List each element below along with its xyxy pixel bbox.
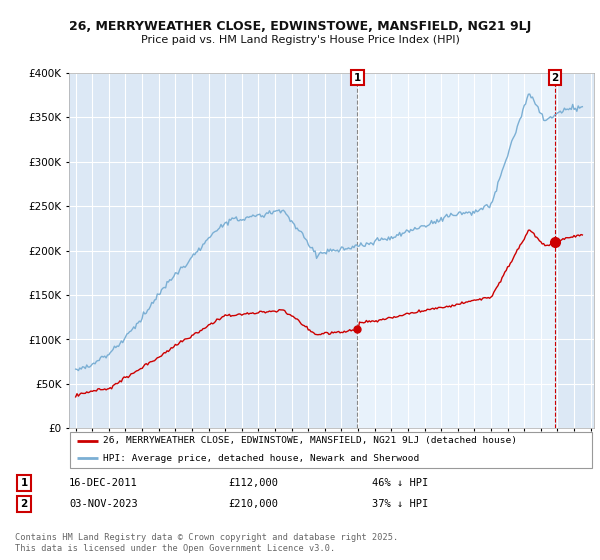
Text: £112,000: £112,000 <box>228 478 278 488</box>
Text: Contains HM Land Registry data © Crown copyright and database right 2025.
This d: Contains HM Land Registry data © Crown c… <box>15 533 398 553</box>
Text: Price paid vs. HM Land Registry's House Price Index (HPI): Price paid vs. HM Land Registry's House … <box>140 35 460 45</box>
FancyBboxPatch shape <box>70 432 592 468</box>
Text: 1: 1 <box>354 73 361 83</box>
Text: 37% ↓ HPI: 37% ↓ HPI <box>372 499 428 509</box>
Text: 26, MERRYWEATHER CLOSE, EDWINSTOWE, MANSFIELD, NG21 9LJ: 26, MERRYWEATHER CLOSE, EDWINSTOWE, MANS… <box>69 20 531 34</box>
Text: 16-DEC-2011: 16-DEC-2011 <box>69 478 138 488</box>
Text: 2: 2 <box>20 499 28 509</box>
Text: 03-NOV-2023: 03-NOV-2023 <box>69 499 138 509</box>
Text: £210,000: £210,000 <box>228 499 278 509</box>
Text: 46% ↓ HPI: 46% ↓ HPI <box>372 478 428 488</box>
Text: 26, MERRYWEATHER CLOSE, EDWINSTOWE, MANSFIELD, NG21 9LJ (detached house): 26, MERRYWEATHER CLOSE, EDWINSTOWE, MANS… <box>103 436 517 445</box>
Text: HPI: Average price, detached house, Newark and Sherwood: HPI: Average price, detached house, Newa… <box>103 454 419 463</box>
Text: 1: 1 <box>20 478 28 488</box>
Bar <box>358 73 555 428</box>
Text: 2: 2 <box>551 73 559 83</box>
